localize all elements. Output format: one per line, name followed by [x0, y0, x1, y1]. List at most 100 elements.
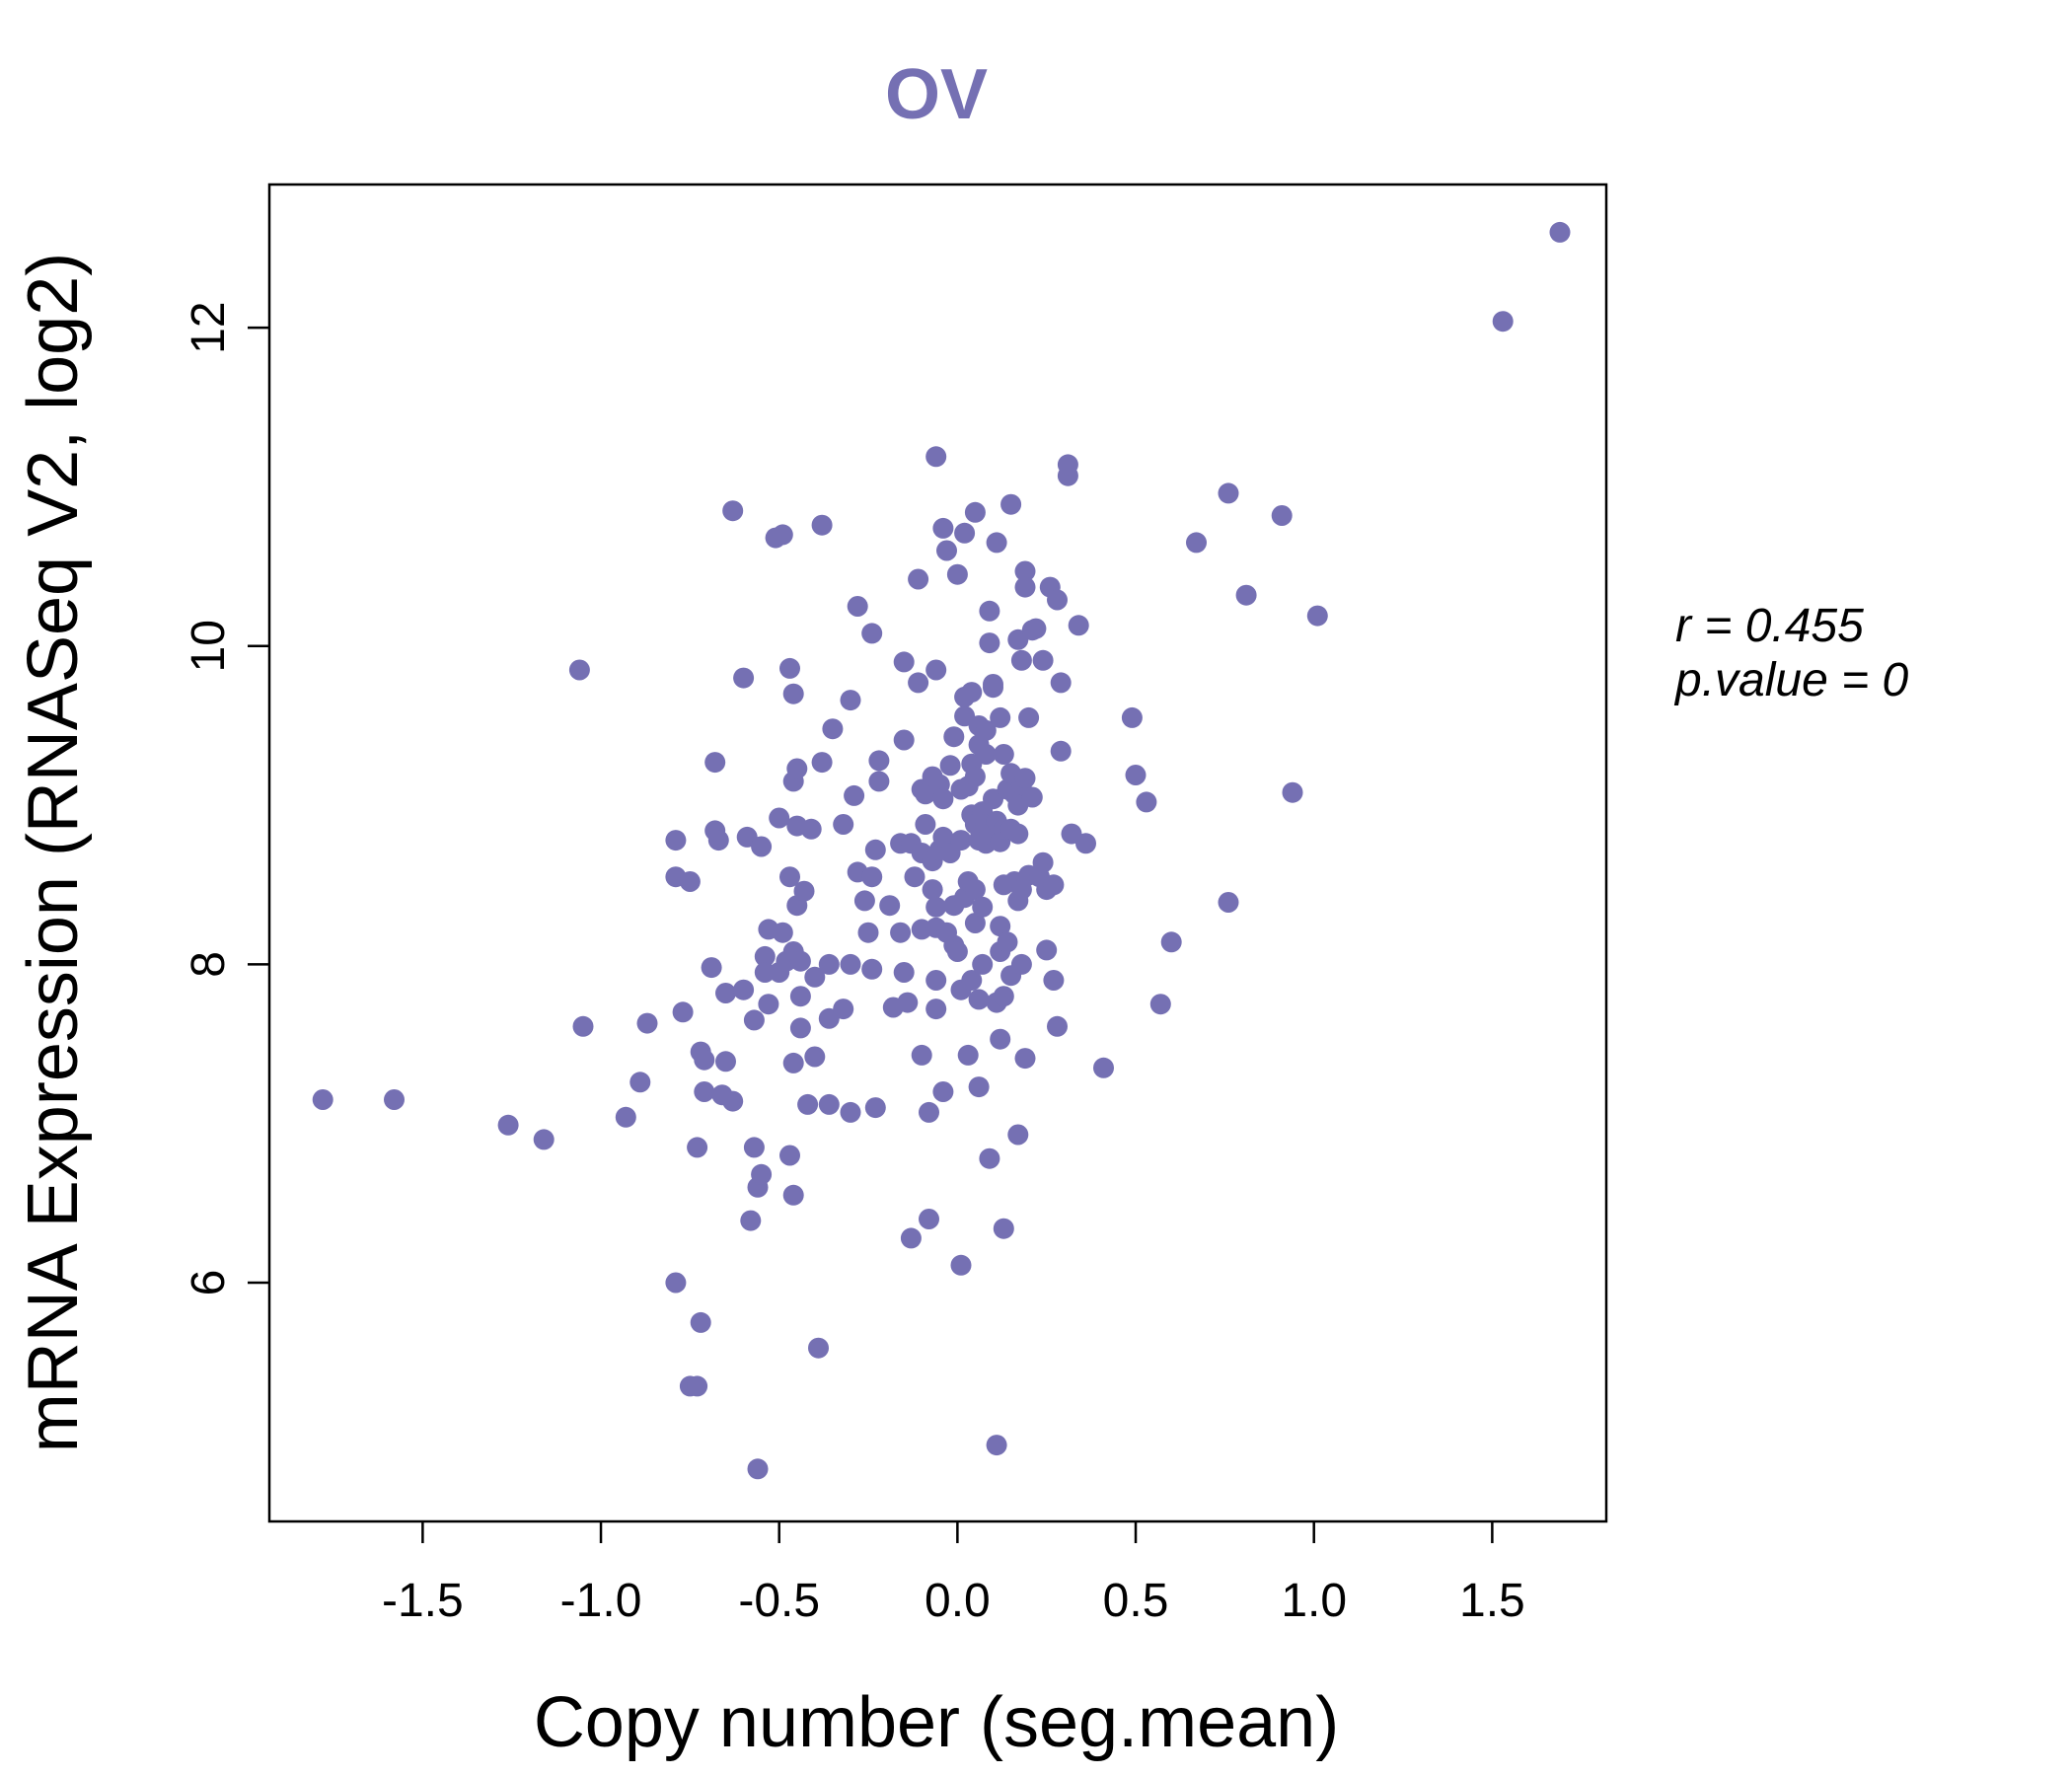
data-point: [782, 1052, 804, 1073]
data-point: [864, 1097, 886, 1119]
data-point: [1306, 605, 1328, 627]
data-point: [1492, 311, 1514, 333]
y-tick-label: 6: [183, 1270, 235, 1296]
data-point: [1047, 589, 1068, 611]
data-point: [840, 690, 861, 711]
data-point: [932, 1081, 954, 1102]
data-point: [722, 1090, 744, 1112]
data-point: [961, 970, 983, 991]
data-point: [868, 771, 890, 792]
data-point: [925, 999, 947, 1020]
data-point: [919, 1101, 939, 1123]
data-point: [990, 1028, 1011, 1050]
data-point: [629, 1072, 651, 1093]
data-point: [990, 706, 1011, 728]
p-value-label: p.value = 0: [1673, 654, 1908, 706]
data-point: [1021, 786, 1043, 808]
data-point: [968, 1076, 990, 1098]
x-tick-label: 1.5: [1459, 1575, 1525, 1627]
chart-title: OV: [885, 55, 988, 134]
data-point: [722, 500, 744, 522]
data-point: [751, 836, 773, 857]
data-point: [772, 922, 793, 943]
data-point: [384, 1089, 405, 1110]
data-point: [964, 766, 986, 787]
data-point: [861, 866, 883, 888]
data-point: [972, 896, 994, 918]
data-point: [707, 830, 729, 851]
data-point: [1075, 833, 1096, 854]
data-point: [919, 1209, 939, 1229]
data-point: [808, 1337, 829, 1359]
data-point: [908, 568, 929, 590]
points-layer: [312, 221, 1571, 1480]
data-point: [789, 986, 811, 1007]
data-point: [993, 744, 1014, 765]
data-point: [818, 953, 840, 975]
data-point: [964, 913, 986, 933]
data-point: [665, 830, 687, 851]
data-point: [804, 1046, 826, 1068]
data-point: [847, 596, 868, 617]
data-point: [961, 682, 983, 703]
y-tick-label: 8: [183, 951, 235, 978]
data-point: [972, 953, 994, 975]
data-point: [1282, 781, 1303, 803]
x-tick-label: -1.5: [382, 1575, 464, 1627]
x-tick-label: 0.0: [925, 1575, 991, 1627]
data-point: [701, 957, 722, 979]
data-point: [833, 999, 854, 1020]
data-point: [811, 752, 833, 774]
data-point: [946, 941, 968, 962]
data-point: [932, 788, 954, 810]
data-point: [1047, 1015, 1068, 1037]
data-point: [857, 922, 879, 943]
data-point: [740, 1210, 762, 1231]
data-point: [936, 540, 957, 561]
data-point: [1014, 576, 1036, 598]
data-point: [1014, 560, 1036, 582]
data-point: [665, 1272, 687, 1294]
data-point: [497, 1114, 519, 1136]
data-point: [779, 866, 800, 888]
data-point: [853, 890, 875, 912]
data-point: [754, 945, 776, 967]
data-point: [793, 880, 815, 902]
data-point: [1000, 493, 1022, 515]
data-point: [1093, 1057, 1114, 1078]
data-point: [779, 1145, 800, 1166]
data-point: [925, 659, 947, 681]
data-point: [636, 1012, 658, 1034]
y-axis-title: mRNA Expression (RNASeq V2, log2): [14, 253, 93, 1452]
data-point: [679, 871, 701, 892]
data-point: [782, 683, 804, 704]
data-point: [946, 563, 968, 585]
data-point: [672, 1001, 694, 1023]
data-point: [904, 866, 925, 888]
data-point: [804, 966, 826, 988]
data-point: [690, 1311, 711, 1333]
data-point: [840, 953, 861, 975]
data-point: [932, 517, 954, 539]
data-point: [922, 879, 943, 901]
data-point: [1218, 482, 1239, 504]
data-point: [694, 1081, 715, 1102]
data-point: [1014, 1048, 1036, 1070]
data-point: [743, 1137, 765, 1158]
data-point: [789, 1017, 811, 1039]
data-point: [879, 895, 901, 917]
data-point: [950, 830, 972, 851]
data-point: [997, 931, 1018, 953]
data-point: [943, 726, 965, 748]
data-point: [925, 446, 947, 468]
data-point: [1018, 706, 1040, 728]
data-point: [1057, 454, 1078, 476]
x-tick-label: -0.5: [738, 1575, 820, 1627]
data-point: [800, 818, 822, 840]
data-point: [925, 896, 947, 918]
y-tick-label: 12: [183, 301, 235, 353]
data-point: [864, 839, 886, 860]
data-point: [1025, 618, 1047, 639]
data-point: [986, 1435, 1007, 1456]
